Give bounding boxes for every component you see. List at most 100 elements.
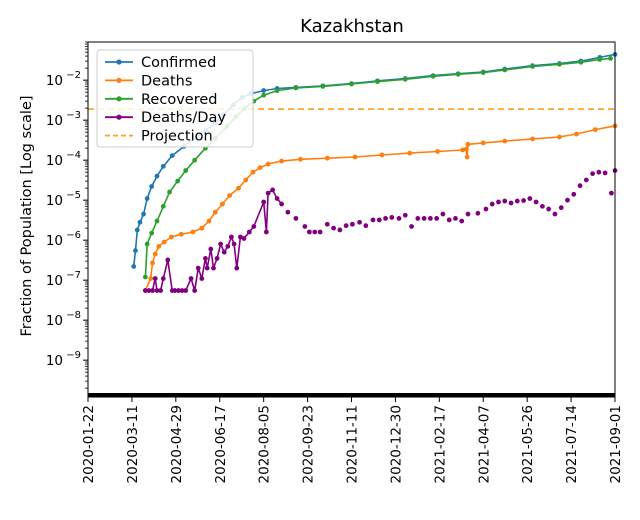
confirmed-point xyxy=(134,227,140,233)
y-tick-label: 10 xyxy=(46,273,63,289)
confirmed-point xyxy=(141,211,146,217)
deaths-point xyxy=(298,156,303,162)
deaths-per-day-point xyxy=(306,229,312,235)
deaths-per-day-point xyxy=(293,216,299,221)
deaths-point xyxy=(236,185,241,191)
confirmed-point xyxy=(261,88,267,93)
x-tick-label: 2021-05-26 xyxy=(520,405,536,483)
deaths-per-day-point xyxy=(285,209,291,215)
deaths-day-point xyxy=(152,276,158,281)
y-tick-exponent: −7 xyxy=(66,270,81,281)
y-tick-label: 10 xyxy=(46,353,63,369)
deaths-line xyxy=(144,125,616,291)
deaths-day-point xyxy=(279,201,284,207)
x-tick-label: 2020-09-23 xyxy=(301,405,317,483)
deaths-per-day-point xyxy=(475,210,481,216)
recovered-point xyxy=(154,218,160,224)
deaths-day-point xyxy=(203,256,208,261)
deaths-day-point xyxy=(265,190,271,196)
deaths-point xyxy=(574,131,579,137)
deaths-per-day-point xyxy=(496,199,501,205)
deaths-per-day-point xyxy=(370,217,376,223)
confirmed-point xyxy=(149,184,155,189)
deaths-per-day-point xyxy=(577,183,583,189)
deaths-day-point xyxy=(234,265,240,271)
deaths-point xyxy=(465,141,471,147)
deaths-day-point xyxy=(211,265,216,271)
deaths-per-day-point xyxy=(357,219,362,225)
confirmed-point xyxy=(144,196,150,201)
deaths-per-day-point xyxy=(453,216,458,221)
deaths-day-point xyxy=(231,241,237,247)
deaths-day-point xyxy=(142,288,148,293)
legend-marker-deaths-day xyxy=(116,114,122,120)
confirmed-point xyxy=(169,153,175,159)
recovered-point xyxy=(455,71,461,77)
deaths-day-point xyxy=(199,276,205,281)
deaths-day-point xyxy=(176,288,181,293)
confirmed-point xyxy=(154,173,160,179)
deaths-point xyxy=(379,152,385,158)
deaths-per-day-point xyxy=(389,215,395,220)
deaths-per-day-point xyxy=(558,205,564,211)
deaths-day-point xyxy=(150,288,155,293)
y-tick-label: 10 xyxy=(46,233,63,249)
recovered-point xyxy=(144,241,150,247)
recovered-point xyxy=(274,88,280,93)
legend-box xyxy=(96,49,254,148)
deaths-point xyxy=(324,155,330,161)
deaths-day-point xyxy=(218,241,224,247)
deaths-point xyxy=(148,276,154,281)
deaths-day-point xyxy=(270,187,276,193)
recovered-point xyxy=(160,203,166,209)
deaths-day-point xyxy=(251,224,257,229)
chart-title: Kazakhstan xyxy=(300,16,404,37)
y-tick-exponent: −3 xyxy=(66,110,81,121)
deaths-day-point xyxy=(204,265,210,271)
y-tick-exponent: −9 xyxy=(66,350,81,361)
deaths-day-point xyxy=(172,288,178,293)
deaths-per-day-point xyxy=(508,200,514,206)
recovered-point xyxy=(578,59,584,65)
deaths-point xyxy=(220,201,225,207)
deaths-day-point xyxy=(237,234,243,240)
deaths-day-point xyxy=(192,288,198,293)
deaths-per-day-point xyxy=(312,229,318,235)
legend-marker-recovered xyxy=(116,96,122,102)
deaths-per-day-point xyxy=(527,196,533,201)
deaths-per-day-point xyxy=(427,216,433,221)
deaths-per-day-point xyxy=(521,198,526,203)
deaths-day-point xyxy=(158,288,163,293)
deaths-point xyxy=(227,193,233,199)
deaths-per-day-point xyxy=(343,223,349,229)
deaths-day-point xyxy=(183,288,189,293)
deaths-point xyxy=(352,154,358,160)
recovered-point xyxy=(167,189,172,195)
recovered-point xyxy=(192,157,198,163)
recovered-point xyxy=(349,81,354,87)
recovered-point xyxy=(149,230,155,236)
recovered-point xyxy=(502,67,508,73)
deaths-point xyxy=(502,138,508,144)
deaths-point xyxy=(199,225,205,231)
deaths-day-point xyxy=(154,288,160,293)
deaths-point xyxy=(265,161,271,167)
recovered-point xyxy=(608,56,613,61)
deaths-point xyxy=(464,154,470,160)
deaths-day-point xyxy=(246,229,252,235)
deaths-point xyxy=(250,169,256,175)
deaths-per-day-point xyxy=(446,217,452,223)
x-tick-label: 2021-04-07 xyxy=(476,405,492,483)
recovered-point xyxy=(142,274,148,280)
deaths-day-point xyxy=(263,229,269,235)
legend-label-confirmed: Confirmed xyxy=(141,55,216,71)
deaths-point xyxy=(279,158,284,164)
deaths-point xyxy=(190,229,196,235)
deaths-day-point xyxy=(221,249,227,255)
deaths-per-day-point xyxy=(533,199,539,205)
deaths-per-day-point xyxy=(337,227,343,233)
deaths-per-day-point xyxy=(465,211,471,217)
legend: Confirmed Deaths Recovered Deaths/Day Projec… xyxy=(96,49,254,148)
recovered-point xyxy=(402,76,408,82)
